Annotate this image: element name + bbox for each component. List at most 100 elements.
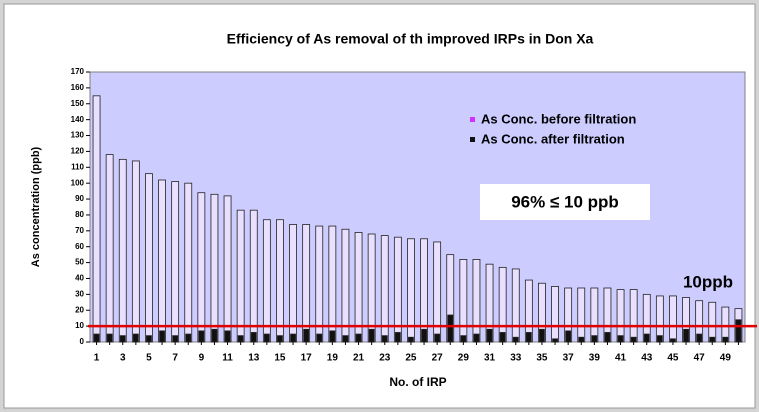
x-tick-label: 11	[222, 353, 233, 364]
bar	[145, 173, 153, 343]
bar	[277, 335, 283, 343]
legend-marker	[470, 117, 475, 122]
bar	[184, 182, 193, 343]
bar	[223, 195, 232, 343]
x-tick-label: 39	[589, 353, 601, 364]
x-tick-label: 21	[353, 353, 365, 364]
y-tick-label: 110	[71, 162, 84, 171]
y-tick-label: 30	[75, 289, 84, 298]
bar	[408, 336, 414, 343]
x-tick-label: 19	[327, 353, 339, 364]
x-tick-label: 15	[274, 353, 286, 364]
bar	[146, 335, 152, 343]
y-tick-label: 10	[75, 321, 84, 330]
bar	[656, 335, 663, 343]
x-tick-label: 31	[484, 353, 496, 364]
bar	[565, 330, 572, 343]
x-tick-label: 3	[120, 353, 126, 364]
bar	[604, 332, 611, 343]
y-axis-title: As concentration (ppb)	[30, 146, 42, 267]
bar	[303, 328, 310, 343]
bar	[512, 336, 519, 343]
y-tick-label: 20	[75, 305, 84, 314]
bar	[696, 333, 703, 343]
bar	[735, 319, 742, 343]
bar	[578, 336, 585, 343]
y-tick-label: 170	[71, 67, 85, 76]
bar	[237, 335, 244, 343]
bar	[210, 193, 219, 343]
bar	[249, 209, 258, 343]
annotation: 96% ≤ 10 ppb	[511, 192, 619, 211]
bar	[655, 295, 664, 343]
bar	[617, 335, 624, 343]
y-tick-label: 60	[75, 242, 84, 251]
bar	[172, 335, 179, 343]
bar	[511, 268, 520, 343]
bar	[198, 330, 205, 343]
bar	[93, 333, 100, 343]
y-tick-label: 160	[71, 83, 85, 92]
bar	[499, 332, 506, 343]
legend-label: As Conc. before filtration	[481, 111, 636, 126]
bar	[250, 332, 257, 343]
bar	[486, 328, 493, 343]
bar	[328, 225, 337, 343]
bar	[118, 158, 127, 343]
chart-title: Efficiency of As removal of th improved …	[227, 31, 594, 47]
bar	[421, 328, 427, 343]
bar	[551, 286, 559, 343]
x-tick-label: 47	[694, 353, 706, 364]
x-tick-label: 29	[458, 353, 470, 364]
bar	[289, 224, 297, 343]
x-axis-title: No. of IRP	[389, 375, 446, 389]
bar	[381, 335, 388, 343]
threshold-label: 10ppb	[683, 272, 733, 291]
bar	[119, 335, 126, 343]
bar	[708, 301, 717, 343]
y-tick-label: 80	[75, 210, 84, 219]
y-tick-label: 70	[75, 226, 84, 235]
bar	[630, 336, 637, 343]
bar	[224, 330, 231, 343]
bar	[355, 333, 362, 343]
x-tick-label: 33	[510, 353, 522, 364]
bar	[709, 336, 716, 343]
bar	[342, 335, 349, 343]
x-tick-label: 35	[536, 353, 548, 364]
bar	[171, 181, 180, 343]
y-tick-label: 0	[80, 337, 85, 346]
bar	[92, 95, 101, 343]
bar	[394, 332, 401, 343]
bar	[434, 333, 441, 343]
bar	[460, 335, 467, 343]
bar	[185, 333, 192, 343]
y-tick-label: 130	[71, 131, 85, 140]
bar	[290, 333, 296, 343]
bar	[683, 328, 689, 343]
y-tick-label: 50	[75, 258, 84, 267]
x-tick-label: 43	[641, 353, 653, 364]
bar	[329, 330, 336, 343]
y-tick-label: 140	[71, 115, 85, 124]
bar	[473, 333, 480, 343]
annotation-box	[480, 184, 650, 220]
x-tick-label: 27	[432, 353, 444, 364]
bar	[447, 314, 454, 343]
bar	[629, 289, 638, 343]
x-tick-label: 49	[720, 353, 732, 364]
bar	[722, 336, 729, 343]
x-tick-label: 23	[379, 353, 391, 364]
x-tick-label: 25	[405, 353, 417, 364]
y-tick-label: 150	[71, 99, 85, 108]
bar	[316, 333, 323, 343]
bar	[498, 266, 507, 343]
y-tick-label: 100	[71, 178, 85, 187]
bar	[106, 333, 113, 343]
x-tick-label: 7	[172, 353, 178, 364]
bar	[197, 192, 206, 343]
bar	[669, 295, 677, 343]
x-tick-label: 37	[563, 353, 575, 364]
y-tick-label: 90	[75, 194, 84, 203]
